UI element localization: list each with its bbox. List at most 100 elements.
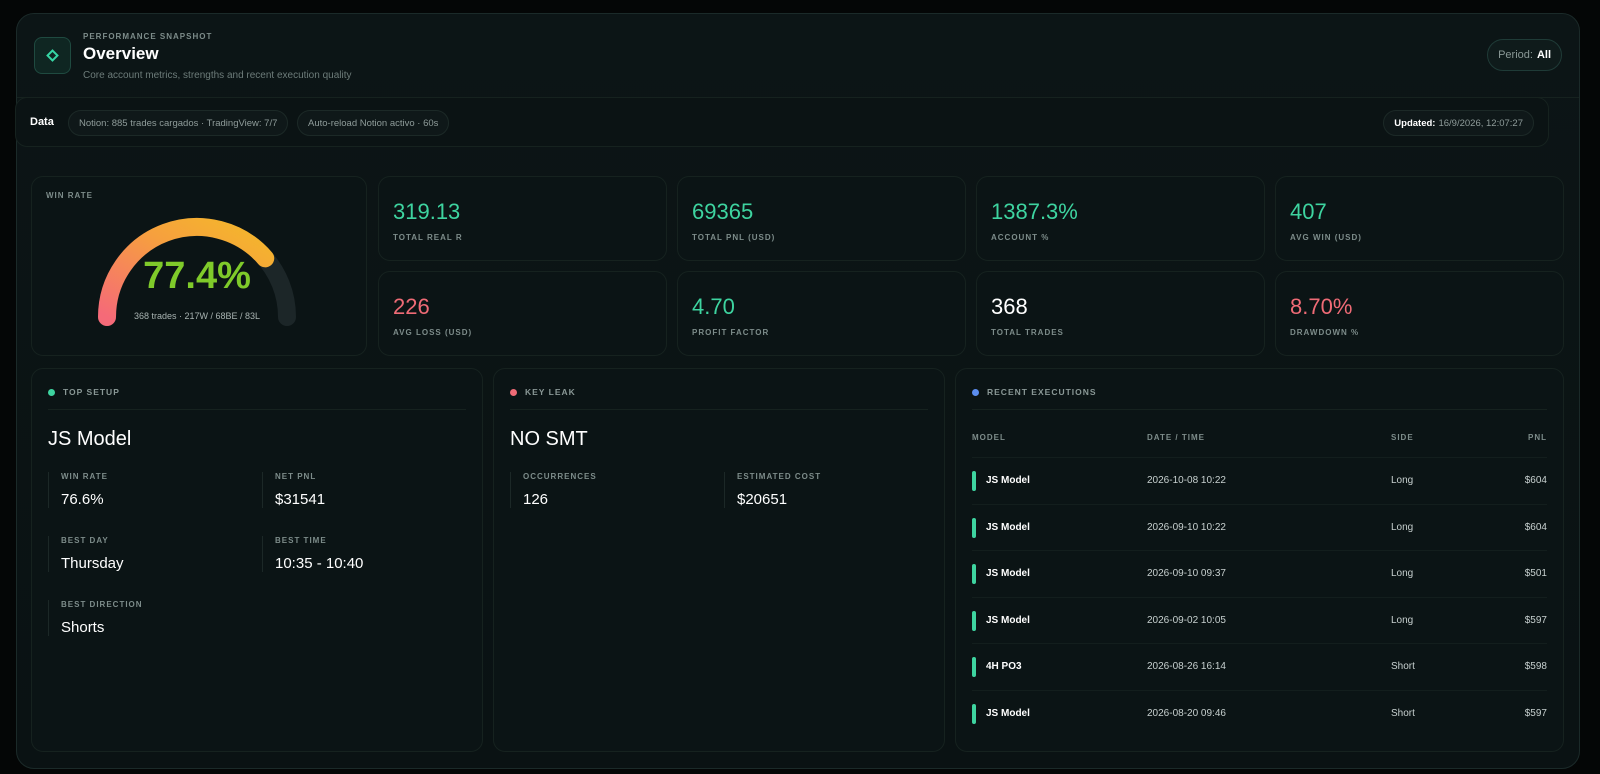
updated-pill: Updated: 16/9/2026, 12:07:27 bbox=[1383, 110, 1534, 136]
status-dot-icon bbox=[48, 389, 55, 396]
stat-value: $20651 bbox=[737, 491, 788, 508]
cell-pnl: $604 bbox=[1524, 475, 1547, 486]
cell-date: 2026-08-26 16:14 bbox=[1147, 661, 1226, 672]
top-setup-best-direction: BEST DIRECTION Shorts bbox=[48, 600, 143, 636]
recent-executions-heading: RECENT EXECUTIONS bbox=[987, 387, 1097, 397]
column-pnl[interactable]: PNL bbox=[1528, 433, 1547, 442]
table-row[interactable]: JS Model 2026-09-02 10:05 Long $597 bbox=[972, 596, 1547, 643]
top-setup-header: TOP SETUP bbox=[48, 386, 466, 410]
metric-value: 69365 bbox=[692, 199, 754, 224]
metric-label: ACCOUNT % bbox=[991, 233, 1050, 242]
page-subtitle: Core account metrics, strengths and rece… bbox=[83, 70, 352, 81]
metric-label: PROFIT FACTOR bbox=[692, 328, 770, 337]
metric-card: 1387.3% ACCOUNT % bbox=[976, 176, 1265, 261]
key-leak-card: KEY LEAK NO SMT OCCURRENCES 126 ESTIMATE… bbox=[493, 368, 945, 752]
page-title: Overview bbox=[83, 44, 159, 63]
cell-model: JS Model bbox=[986, 521, 1030, 533]
recent-executions-header: RECENT EXECUTIONS bbox=[972, 386, 1547, 410]
cell-date: 2026-09-02 10:05 bbox=[1147, 614, 1226, 626]
metric-label: AVG WIN (USD) bbox=[1290, 233, 1362, 242]
cell-model: JS Model bbox=[986, 614, 1030, 626]
table-row[interactable]: 4H PO3 2026-08-26 16:14 Short $598 bbox=[972, 643, 1547, 689]
column-side[interactable]: SIDE bbox=[1391, 433, 1414, 442]
top-setup-net-pnl: NET PNL $31541 bbox=[262, 472, 325, 508]
stat-value: 76.6% bbox=[61, 491, 104, 508]
cell-date: 2026-08-20 09:46 bbox=[1147, 707, 1226, 719]
period-label: Period: bbox=[1498, 49, 1533, 61]
metric-label: TOTAL PNL (USD) bbox=[692, 233, 776, 242]
table-row[interactable]: JS Model 2026-08-20 09:46 Short $597 bbox=[972, 689, 1547, 736]
stat-label: BEST DAY bbox=[61, 536, 109, 545]
auto-reload-pill: Auto-reload Notion activo · 60s bbox=[297, 110, 450, 136]
cell-pnl: $597 bbox=[1524, 707, 1547, 719]
gauge-fill bbox=[98, 218, 275, 326]
cell-side: Short bbox=[1391, 661, 1415, 672]
column-date[interactable]: DATE / TIME bbox=[1147, 433, 1205, 442]
win-rate-breakdown: 368 trades · 217W / 68BE / 83L bbox=[133, 311, 261, 321]
column-model[interactable]: MODEL bbox=[972, 433, 1006, 442]
stat-value: Shorts bbox=[61, 619, 105, 636]
cell-side: Short bbox=[1391, 707, 1415, 719]
period-selector[interactable]: Period: All bbox=[1487, 39, 1562, 71]
key-leak-occurrences: OCCURRENCES 126 bbox=[510, 472, 597, 508]
key-leak-heading: KEY LEAK bbox=[525, 387, 576, 397]
cell-date: 2026-09-10 10:22 bbox=[1147, 521, 1226, 533]
metric-value: 1387.3% bbox=[991, 199, 1078, 224]
table-row[interactable]: JS Model 2026-09-10 09:37 Long $501 bbox=[972, 550, 1547, 596]
metric-value: 226 bbox=[393, 294, 430, 319]
row-indicator bbox=[972, 703, 976, 724]
stat-label: NET PNL bbox=[275, 472, 317, 481]
data-label: Data bbox=[30, 116, 54, 128]
table-row[interactable]: JS Model 2026-09-10 10:22 Long $604 bbox=[972, 503, 1547, 550]
cell-side: Long bbox=[1391, 568, 1414, 579]
metric-label: TOTAL TRADES bbox=[991, 328, 1064, 337]
updated-value: 16/9/2026, 12:07:27 bbox=[1438, 117, 1523, 129]
metric-label: DRAWDOWN % bbox=[1290, 328, 1360, 337]
stat-value: $31541 bbox=[275, 491, 326, 508]
metric-value: 319.13 bbox=[393, 199, 461, 224]
period-value: All bbox=[1536, 49, 1551, 61]
cell-model: JS Model bbox=[986, 568, 1030, 579]
cell-pnl: $597 bbox=[1524, 614, 1547, 626]
status-dot-icon bbox=[510, 389, 517, 396]
metric-card: 8.70% DRAWDOWN % bbox=[1275, 271, 1564, 356]
cell-date: 2026-10-08 10:22 bbox=[1147, 475, 1226, 486]
stat-value: 10:35 - 10:40 bbox=[275, 555, 364, 572]
key-leak-name: NO SMT bbox=[510, 428, 588, 450]
table-row[interactable]: JS Model 2026-10-08 10:22 Long $604 bbox=[972, 457, 1547, 503]
metric-label: AVG LOSS (USD) bbox=[393, 328, 473, 337]
cell-date: 2026-09-10 09:37 bbox=[1147, 568, 1226, 579]
row-indicator bbox=[972, 564, 976, 584]
metric-value: 4.70 bbox=[692, 294, 735, 319]
stat-label: OCCURRENCES bbox=[523, 472, 597, 481]
metric-card: 319.13 TOTAL REAL R bbox=[378, 176, 667, 261]
row-indicator bbox=[972, 471, 976, 491]
cell-side: Long bbox=[1391, 614, 1414, 626]
recent-executions-card: RECENT EXECUTIONS MODEL DATE / TIME SIDE… bbox=[955, 368, 1564, 752]
cell-pnl: $501 bbox=[1524, 568, 1547, 579]
metric-card: 69365 TOTAL PNL (USD) bbox=[677, 176, 966, 261]
logo-icon bbox=[34, 37, 71, 74]
cell-side: Long bbox=[1391, 475, 1414, 486]
stat-label: WIN RATE bbox=[61, 472, 108, 481]
updated-label: Updated: bbox=[1394, 117, 1436, 129]
cell-pnl: $598 bbox=[1524, 661, 1547, 672]
metric-label: TOTAL REAL R bbox=[393, 233, 463, 242]
top-setup-best-time: BEST TIME 10:35 - 10:40 bbox=[262, 536, 363, 572]
cell-model: JS Model bbox=[986, 707, 1030, 719]
row-indicator bbox=[972, 610, 976, 631]
row-indicator bbox=[972, 517, 976, 538]
header: PERFORMANCE SNAPSHOT Overview Core accou… bbox=[17, 14, 1579, 98]
win-rate-label: WIN RATE bbox=[46, 191, 93, 200]
key-leak-cost: ESTIMATED COST $20651 bbox=[724, 472, 821, 508]
stat-label: BEST TIME bbox=[275, 536, 327, 545]
metric-card: 4.70 PROFIT FACTOR bbox=[677, 271, 966, 356]
cell-pnl: $604 bbox=[1524, 521, 1547, 533]
win-rate-gauge bbox=[98, 218, 296, 326]
data-bar: Data Notion: 885 trades cargados · Tradi… bbox=[15, 97, 1549, 147]
cell-side: Long bbox=[1391, 521, 1414, 533]
stat-label: ESTIMATED COST bbox=[737, 472, 822, 481]
top-setup-best-day: BEST DAY Thursday bbox=[48, 536, 124, 572]
win-rate-card: WIN RATE 77.4% 368 trades · 217W / 68BE … bbox=[31, 176, 367, 356]
metric-card: 407 AVG WIN (USD) bbox=[1275, 176, 1564, 261]
